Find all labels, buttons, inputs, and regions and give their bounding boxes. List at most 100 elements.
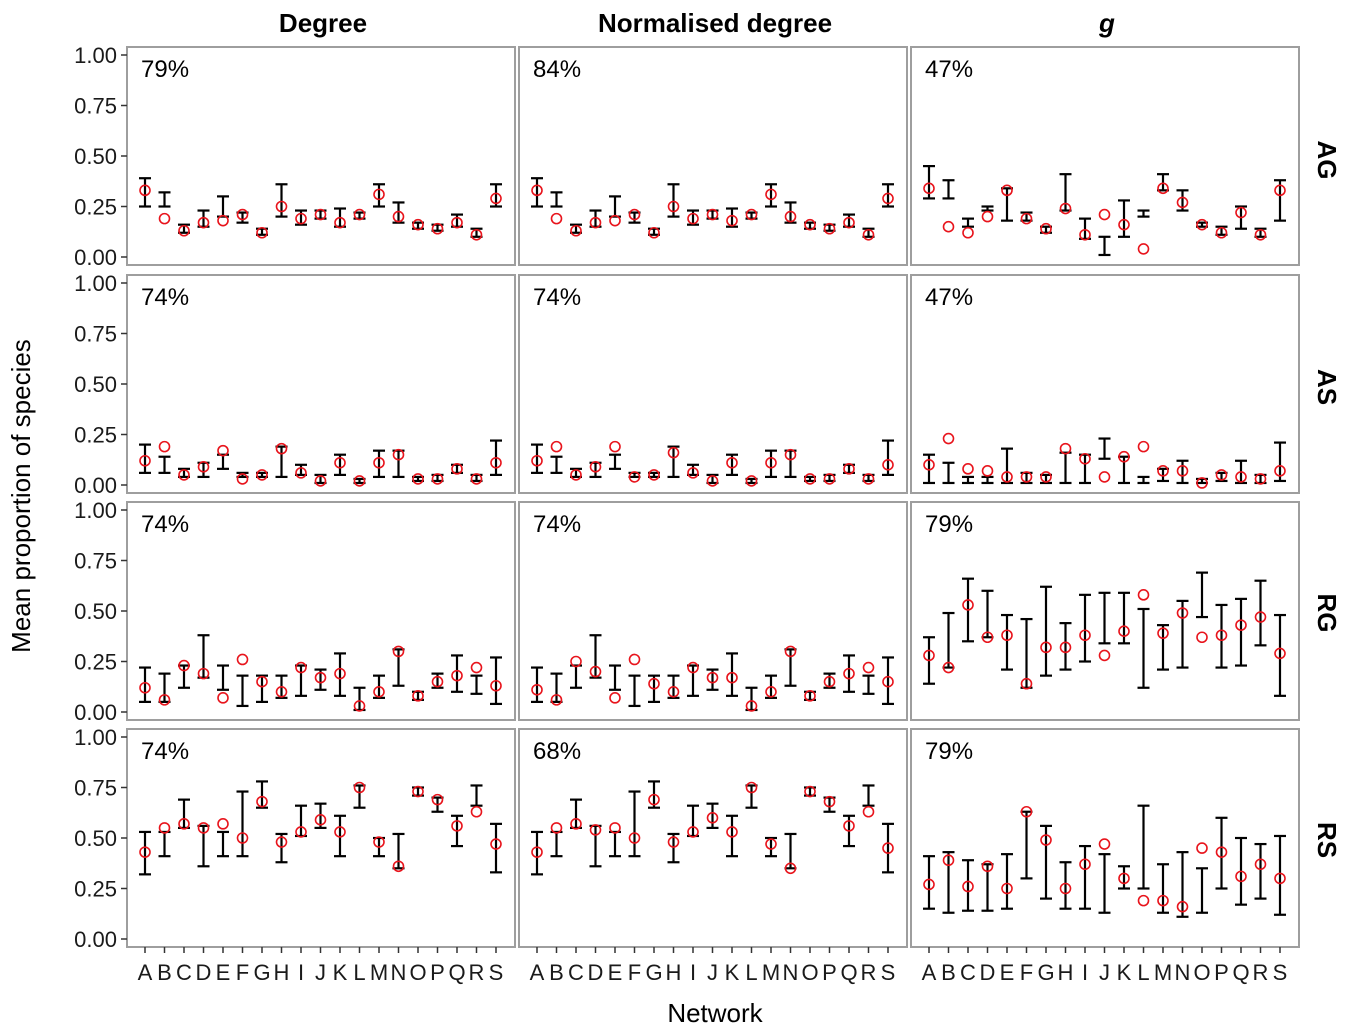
observed-point [451,669,463,682]
observed-point [295,467,307,479]
panel-as-normalised-degree: 74% [518,274,908,494]
observed-point [314,208,327,221]
x-tick-label: N [391,960,407,985]
observed-point [373,836,385,848]
column-title-g: g [1098,8,1115,38]
observed-point [1079,858,1091,871]
observed-point [353,475,366,487]
observed-point [1040,834,1052,846]
x-tick-label: G [1037,960,1054,985]
x-tick-label: D [196,960,212,985]
observed-point [962,463,974,475]
error-bar [981,205,994,212]
observed-point [609,440,621,453]
x-tick-label: C [960,960,976,985]
observed-point [1176,900,1189,913]
observed-point [275,836,288,848]
y-tick-label: 0.25 [74,877,117,902]
observed-point [431,222,444,235]
observed-point [745,781,758,794]
error-bar [256,780,268,809]
error-bar [1098,591,1111,645]
error-bar [1215,603,1228,669]
x-tick-label: L [353,960,365,985]
error-bar [1137,804,1150,890]
observed-point [706,475,719,487]
observed-point [353,208,366,221]
x-tick-label: A [138,960,153,985]
percent-label: 79% [141,56,189,83]
observed-point [431,793,444,806]
observed-point [412,218,424,231]
observed-point [295,212,307,225]
observed-point [392,448,405,461]
percent-label: 74% [141,511,189,538]
error-bar [1274,834,1286,916]
observed-point [1020,805,1033,818]
error-bar [862,784,875,807]
error-bar [784,201,797,224]
observed-point [217,692,229,704]
error-bar [236,790,249,858]
observed-point [1254,611,1267,623]
observed-point [687,661,699,674]
error-bar [942,179,955,200]
observed-point [923,182,935,195]
x-tick-label: P [822,960,837,985]
observed-point [373,188,385,201]
error-bar [236,674,249,708]
observed-point [1157,627,1169,640]
x-tick-label: S [881,960,896,985]
percent-label: 79% [925,511,973,538]
observed-point [862,805,875,818]
observed-point [1176,465,1189,477]
error-bar [1274,613,1286,697]
observed-point [981,631,994,644]
panel-frame [126,728,516,948]
observed-point [256,795,268,808]
observed-point [451,820,463,832]
error-bar [962,217,974,228]
error-bar [158,191,171,208]
observed-point [882,675,894,688]
observed-point [962,226,974,239]
observed-point [392,860,405,873]
percent-label: 84% [533,56,581,83]
observed-point [1079,452,1091,465]
observed-point [1157,894,1169,907]
observed-point [667,685,680,698]
observed-point [275,442,288,455]
error-bar [667,832,680,864]
x-axis-title: Network [667,998,763,1027]
observed-point [550,694,563,706]
observed-point [178,818,190,830]
observed-point [470,228,483,241]
observed-point [628,832,641,844]
observed-point [178,469,190,481]
observed-point [550,212,563,225]
observed-point [412,690,424,702]
observed-point [1274,872,1286,885]
observed-point [726,456,738,469]
observed-point [197,822,210,834]
observed-point [628,208,641,221]
x-tick-label: C [568,960,584,985]
error-bar [139,666,151,704]
observed-point [1118,872,1130,885]
error-bar [609,453,621,470]
observed-point [1235,619,1247,631]
x-tick-label: K [333,960,348,985]
error-bar [217,830,229,858]
y-tick-label: 0.50 [74,372,117,397]
error-bar [1079,593,1091,663]
x-tick-label: N [783,960,799,985]
observed-point [1040,471,1052,483]
error-bar [373,449,385,479]
observed-point [531,683,543,696]
y-tick-label: 0.00 [74,700,117,725]
observed-point [648,677,660,690]
observed-point [570,469,582,481]
observed-point [923,649,935,662]
error-bar [256,674,268,704]
observed-point [197,216,210,229]
